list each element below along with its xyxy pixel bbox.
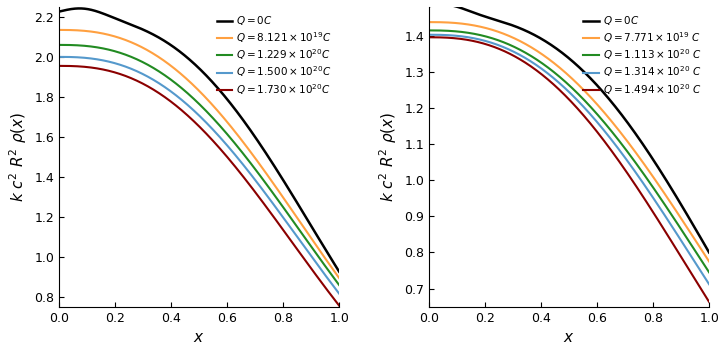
$Q=0C$ xyxy=(266,158,274,162)
$Q=1.229\times10^{20}C$ xyxy=(220,128,229,133)
$Q=1.730\times10^{20}C$ xyxy=(335,303,343,308)
$Q=0C$ xyxy=(439,2,447,7)
Line: $Q=1.113\times10^{20}\ C$: $Q=1.113\times10^{20}\ C$ xyxy=(429,30,709,272)
$Q=1.730\times10^{20}C$ xyxy=(182,112,190,116)
$Q=1.113\times10^{20}\ C$ xyxy=(497,39,505,43)
$Q=1.494\times10^{20}\ C$ xyxy=(425,35,433,39)
$Q=1.500\times10^{20}C$ xyxy=(220,140,229,144)
$Q=1.730\times10^{20}C$ xyxy=(54,64,63,68)
$Q=1.113\times10^{20}\ C$ xyxy=(425,28,433,32)
$Q=1.494\times10^{20}\ C$ xyxy=(590,126,598,130)
$Q=1.500\times10^{20}C$ xyxy=(54,55,63,59)
$Q=0C$ xyxy=(242,123,251,127)
$Q=8.121\times10^{19}C$ xyxy=(105,33,113,37)
$Q=1.500\times10^{20}C$ xyxy=(105,59,113,64)
$Q=0C$ xyxy=(590,81,599,85)
$Q=1.494\times10^{20}\ C$ xyxy=(612,155,621,159)
$Q=1.229\times10^{20}C$ xyxy=(266,187,274,191)
$Q=8.121\times10^{19}C$ xyxy=(127,40,136,44)
$Q=0C$ xyxy=(552,46,560,51)
$Q=1.113\times10^{20}\ C$ xyxy=(474,33,483,37)
$Q=1.494\times10^{20}\ C$ xyxy=(705,300,714,304)
$Q=1.314\times10^{20}\ C$ xyxy=(425,33,433,37)
$Q=0C$ xyxy=(127,23,136,27)
$Q=1.314\times10^{20}\ C$ xyxy=(590,117,598,121)
$Q=1.113\times10^{20}\ C$ xyxy=(635,166,644,171)
$Q=0C$ xyxy=(497,20,506,24)
Line: $Q=8.121\times10^{19}C$: $Q=8.121\times10^{19}C$ xyxy=(59,30,339,278)
X-axis label: $x$: $x$ xyxy=(193,330,205,345)
$Q=1.229\times10^{20}C$ xyxy=(242,155,250,159)
Line: $Q=0C$: $Q=0C$ xyxy=(59,8,339,272)
$Q=1.314\times10^{20}\ C$ xyxy=(497,44,505,48)
$Q=0C$ xyxy=(475,12,484,17)
$Q=7.771\times10^{19}\ C$ xyxy=(705,259,714,264)
$Q=8.121\times10^{19}C$ xyxy=(335,276,343,280)
$Q=1.229\times10^{20}C$ xyxy=(54,43,63,47)
$Q=1.229\times10^{20}C$ xyxy=(105,48,113,52)
$Q=1.500\times10^{20}C$ xyxy=(182,101,190,106)
$Q=0C$ xyxy=(76,6,84,11)
$Q=1.113\times10^{20}\ C$ xyxy=(612,135,621,139)
Legend: $Q=0C$, $Q=8.121\times10^{19}C$, $Q=1.229\times10^{20}C$, $Q=1.500\times10^{20}C: $Q=0C$, $Q=8.121\times10^{19}C$, $Q=1.22… xyxy=(215,12,334,99)
Line: $Q=1.494\times10^{20}\ C$: $Q=1.494\times10^{20}\ C$ xyxy=(429,37,709,302)
Y-axis label: $k\ c^2\ R^2\ \rho(x)$: $k\ c^2\ R^2\ \rho(x)$ xyxy=(7,112,28,202)
$Q=1.730\times10^{20}C$ xyxy=(127,76,136,80)
$Q=1.730\times10^{20}C$ xyxy=(105,69,113,73)
Y-axis label: $k\ c^2\ R^2\ \rho(x)$: $k\ c^2\ R^2\ \rho(x)$ xyxy=(377,112,399,202)
Line: $Q=1.314\times10^{20}\ C$: $Q=1.314\times10^{20}\ C$ xyxy=(429,35,709,284)
$Q=1.494\times10^{20}\ C$ xyxy=(497,48,505,52)
$Q=8.121\times10^{19}C$ xyxy=(266,177,274,181)
$Q=1.314\times10^{20}\ C$ xyxy=(635,176,644,181)
Line: $Q=1.500\times10^{20}C$: $Q=1.500\times10^{20}C$ xyxy=(59,57,339,294)
$Q=1.314\times10^{20}\ C$ xyxy=(705,282,714,287)
$Q=1.494\times10^{20}\ C$ xyxy=(635,190,644,194)
$Q=1.314\times10^{20}\ C$ xyxy=(474,37,483,42)
Line: $Q=7.771\times10^{19}\ C$: $Q=7.771\times10^{19}\ C$ xyxy=(429,22,709,262)
X-axis label: $x$: $x$ xyxy=(563,330,575,345)
$Q=1.229\times10^{20}C$ xyxy=(182,89,190,94)
Line: $Q=1.730\times10^{20}C$: $Q=1.730\times10^{20}C$ xyxy=(59,66,339,306)
$Q=8.121\times10^{19}C$ xyxy=(242,144,250,148)
$Q=8.121\times10^{19}C$ xyxy=(220,116,229,120)
$Q=7.771\times10^{19}\ C$ xyxy=(425,20,433,24)
$Q=8.121\times10^{19}C$ xyxy=(54,28,63,32)
$Q=0C$ xyxy=(220,94,229,98)
$Q=0C$ xyxy=(705,250,714,254)
$Q=1.730\times10^{20}C$ xyxy=(220,151,229,156)
$Q=1.113\times10^{20}\ C$ xyxy=(551,71,560,76)
$Q=1.500\times10^{20}C$ xyxy=(335,291,343,296)
$Q=1.229\times10^{20}C$ xyxy=(127,55,136,59)
Legend: $Q=0C$, $Q=7.771\times10^{19}\ C$, $Q=1.113\times10^{20}\ C$, $Q=1.314\times10^{: $Q=0C$, $Q=7.771\times10^{19}\ C$, $Q=1.… xyxy=(582,12,704,99)
Line: $Q=0C$: $Q=0C$ xyxy=(429,5,709,252)
$Q=1.113\times10^{20}\ C$ xyxy=(705,270,714,275)
$Q=1.500\times10^{20}C$ xyxy=(266,197,274,202)
$Q=0C$ xyxy=(105,14,113,18)
$Q=7.771\times10^{19}\ C$ xyxy=(474,24,483,29)
$Q=8.121\times10^{19}C$ xyxy=(182,76,190,80)
$Q=1.494\times10^{20}\ C$ xyxy=(474,40,483,44)
Line: $Q=1.229\times10^{20}C$: $Q=1.229\times10^{20}C$ xyxy=(59,45,339,285)
$Q=0C$ xyxy=(636,138,645,143)
$Q=1.500\times10^{20}C$ xyxy=(242,166,250,170)
$Q=0C$ xyxy=(612,106,621,110)
$Q=7.771\times10^{19}\ C$ xyxy=(635,156,644,161)
$Q=1.730\times10^{20}C$ xyxy=(266,210,274,214)
$Q=1.314\times10^{20}\ C$ xyxy=(551,78,560,82)
$Q=1.314\times10^{20}\ C$ xyxy=(612,144,621,148)
$Q=1.730\times10^{20}C$ xyxy=(242,178,250,182)
$Q=1.229\times10^{20}C$ xyxy=(335,283,343,287)
$Q=7.771\times10^{19}\ C$ xyxy=(590,99,598,103)
$Q=7.771\times10^{19}\ C$ xyxy=(612,125,621,129)
$Q=1.500\times10^{20}C$ xyxy=(127,67,136,71)
$Q=7.771\times10^{19}\ C$ xyxy=(497,31,505,35)
$Q=0C$ xyxy=(54,10,63,14)
$Q=0C$ xyxy=(335,270,343,274)
$Q=1.494\times10^{20}\ C$ xyxy=(551,84,560,88)
$Q=1.113\times10^{20}\ C$ xyxy=(590,109,598,113)
$Q=0C$ xyxy=(182,55,191,59)
$Q=0C$ xyxy=(425,4,433,8)
$Q=7.771\times10^{19}\ C$ xyxy=(551,62,560,67)
